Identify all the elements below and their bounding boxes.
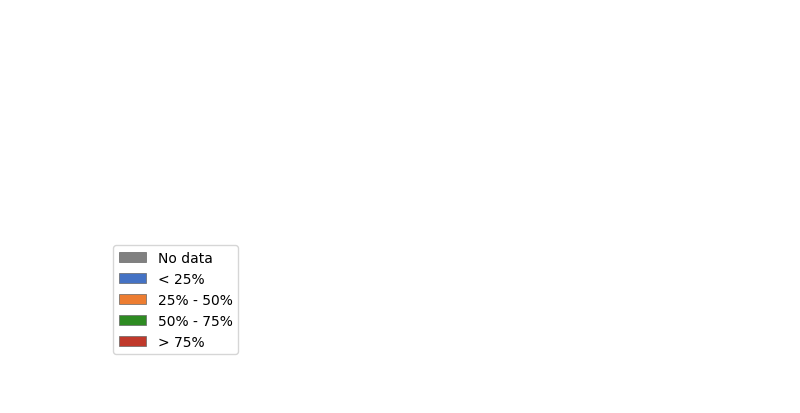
Legend: No data, < 25%, 25% - 50%, 50% - 75%, > 75%: No data, < 25%, 25% - 50%, 50% - 75%, > … (113, 246, 238, 354)
